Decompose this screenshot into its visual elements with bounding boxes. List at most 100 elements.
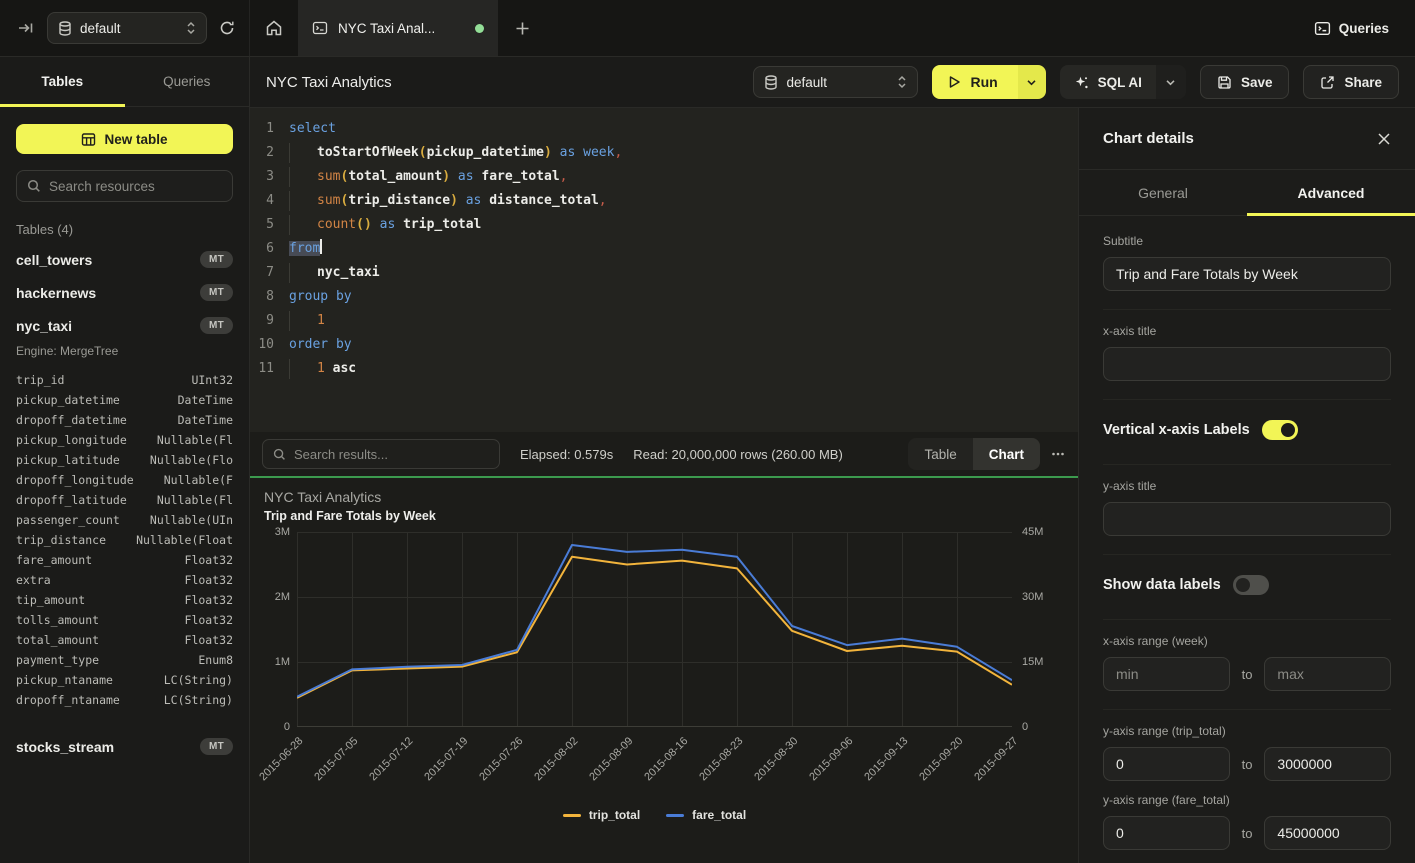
sidebar-tab-queries[interactable]: Queries — [163, 74, 211, 89]
line-number: 3 — [266, 169, 274, 184]
elapsed-stat: Elapsed: 0.579s — [520, 446, 614, 462]
database-selector[interactable]: default — [47, 12, 207, 44]
data-labels-group: Show data labels — [1103, 555, 1391, 620]
line-number: 10 — [258, 337, 274, 352]
left-axis-tick: 2M — [274, 591, 290, 603]
sql-ai-button[interactable]: SQL AI — [1060, 65, 1156, 99]
line-number: 8 — [266, 289, 274, 304]
x-axis-title-input[interactable] — [1103, 347, 1391, 381]
columns-list: trip_id UInt32 pickup_datetime DateTime drop… — [0, 366, 249, 716]
chevron-updown-icon — [897, 75, 907, 89]
code-text: 1 asc — [289, 357, 356, 381]
column-type: Float32 — [184, 573, 233, 587]
table-name: cell_towers — [16, 251, 93, 268]
run-label: Run — [970, 74, 998, 90]
column-type: Nullable(Fl — [156, 493, 233, 507]
column-row: tolls_amount Float32 — [0, 610, 249, 630]
queries-button[interactable]: Queries — [1314, 0, 1415, 56]
chart-subtitle: Trip and Fare Totals by Week — [264, 509, 436, 523]
y-range-fare-min-input[interactable] — [1103, 816, 1230, 850]
sidebar-tab-tables[interactable]: Tables — [0, 57, 125, 107]
code-text: nyc_taxi — [289, 261, 380, 285]
view-toggle: Table Chart — [908, 438, 1040, 470]
search-icon — [273, 448, 286, 461]
table-row-hackernews[interactable]: hackernews MT — [0, 276, 249, 309]
refresh-icon[interactable] — [219, 20, 235, 36]
share-button[interactable]: Share — [1303, 65, 1399, 99]
new-table-button[interactable]: New table — [16, 124, 233, 154]
column-row: tip_amount Float32 — [0, 590, 249, 610]
left-axis-tick: 3M — [274, 526, 290, 538]
panel-tab-advanced[interactable]: Advanced — [1247, 170, 1415, 216]
vertical-x-axis-labels-toggle[interactable] — [1261, 420, 1298, 440]
run-button[interactable]: Run — [932, 65, 1018, 99]
query-header: NYC Taxi Analytics default Run — [250, 57, 1415, 108]
legend-item-fare_total[interactable]: fare_total — [666, 808, 746, 822]
right-axis-tick: 0 — [1022, 721, 1029, 733]
tab-nyc-taxi-analytics[interactable]: NYC Taxi Anal... — [298, 0, 498, 56]
search-results-input[interactable] — [294, 446, 489, 462]
code-text: order by — [289, 337, 352, 352]
panel-tab-general[interactable]: General — [1138, 184, 1188, 201]
column-name: passenger_count — [16, 513, 120, 527]
show-data-labels-toggle[interactable] — [1232, 575, 1269, 595]
panel-title: Chart details — [1103, 130, 1194, 147]
y-range-fare-label: y-axis range (fare_total) — [1103, 793, 1230, 807]
table-name: hackernews — [16, 284, 97, 301]
column-row: dropoff_latitude Nullable(Fl — [0, 490, 249, 510]
code-text: 1 — [289, 309, 325, 333]
sql-ai-options-button[interactable] — [1155, 65, 1186, 99]
run-options-button[interactable] — [1017, 65, 1046, 99]
column-name: tip_amount — [16, 593, 86, 607]
chart-plot[interactable] — [297, 532, 1012, 727]
series-line-trip_total — [297, 555, 1012, 699]
save-button[interactable]: Save — [1199, 65, 1290, 99]
query-database-value: default — [786, 74, 827, 90]
table-row-stocks_stream[interactable]: stocks_stream MT — [0, 730, 249, 763]
database-selector-value: default — [80, 20, 121, 36]
y-range-trip-max-input[interactable] — [1264, 747, 1391, 781]
close-icon[interactable] — [1377, 132, 1391, 146]
table-row-nyc_taxi[interactable]: nyc_taxi MT — [0, 309, 249, 342]
x-range-min-input[interactable] — [1103, 657, 1230, 691]
view-toggle-chart[interactable]: Chart — [972, 438, 1040, 470]
x-range-max-input[interactable] — [1264, 657, 1391, 691]
column-type: Nullable(F — [163, 473, 233, 487]
results-search[interactable] — [262, 439, 500, 469]
engine-badge: MT — [199, 251, 233, 268]
new-tab-button[interactable] — [498, 0, 546, 56]
code-line: 4 sum(trip_distance) as distance_total, — [250, 189, 1078, 213]
chart-legend: trip_total fare_total — [297, 808, 1012, 822]
legend-swatch — [562, 813, 581, 817]
code-text: toStartOfWeek(pickup_datetime) as week, — [289, 141, 622, 165]
share-label: Share — [1344, 74, 1382, 90]
y-range-fare-max-input[interactable] — [1264, 816, 1391, 850]
view-toggle-table[interactable]: Table — [924, 446, 957, 462]
home-button[interactable] — [250, 0, 298, 56]
code-text: sum(total_amount) as fare_total, — [289, 165, 567, 189]
y-range-group: y-axis range (trip_total) to y-axis rang… — [1103, 710, 1391, 863]
subtitle-input[interactable] — [1103, 257, 1391, 291]
legend-item-trip_total[interactable]: trip_total — [562, 808, 640, 822]
play-icon — [948, 75, 961, 89]
collapse-sidebar-icon[interactable] — [18, 20, 35, 36]
y-range-trip-min-input[interactable] — [1103, 747, 1230, 781]
query-database-selector[interactable]: default — [753, 66, 919, 98]
more-options-icon[interactable] — [1050, 447, 1066, 461]
column-type: Nullable(Fl — [156, 433, 233, 447]
table-row-cell_towers[interactable]: cell_towers MT — [0, 243, 249, 276]
column-row: pickup_latitude Nullable(Flo — [0, 450, 249, 470]
sidebar-search[interactable] — [16, 170, 233, 202]
y-axis-title-group: y-axis title — [1103, 465, 1391, 555]
show-data-labels-label: Show data labels — [1103, 577, 1221, 593]
code-line: 3 sum(total_amount) as fare_total, — [250, 165, 1078, 189]
search-resources-input[interactable] — [49, 178, 222, 194]
column-type: Float32 — [184, 613, 233, 627]
y-axis-title-input[interactable] — [1103, 502, 1391, 536]
column-name: pickup_longitude — [16, 433, 127, 447]
sql-editor[interactable]: 1 select 2 toStartOfWeek(pickup_datetime) a… — [250, 108, 1078, 432]
query-title: NYC Taxi Analytics — [266, 73, 392, 91]
column-name: extra — [16, 573, 51, 587]
results-toolbar: Elapsed: 0.579s Read: 20,000,000 rows (2… — [250, 432, 1078, 478]
